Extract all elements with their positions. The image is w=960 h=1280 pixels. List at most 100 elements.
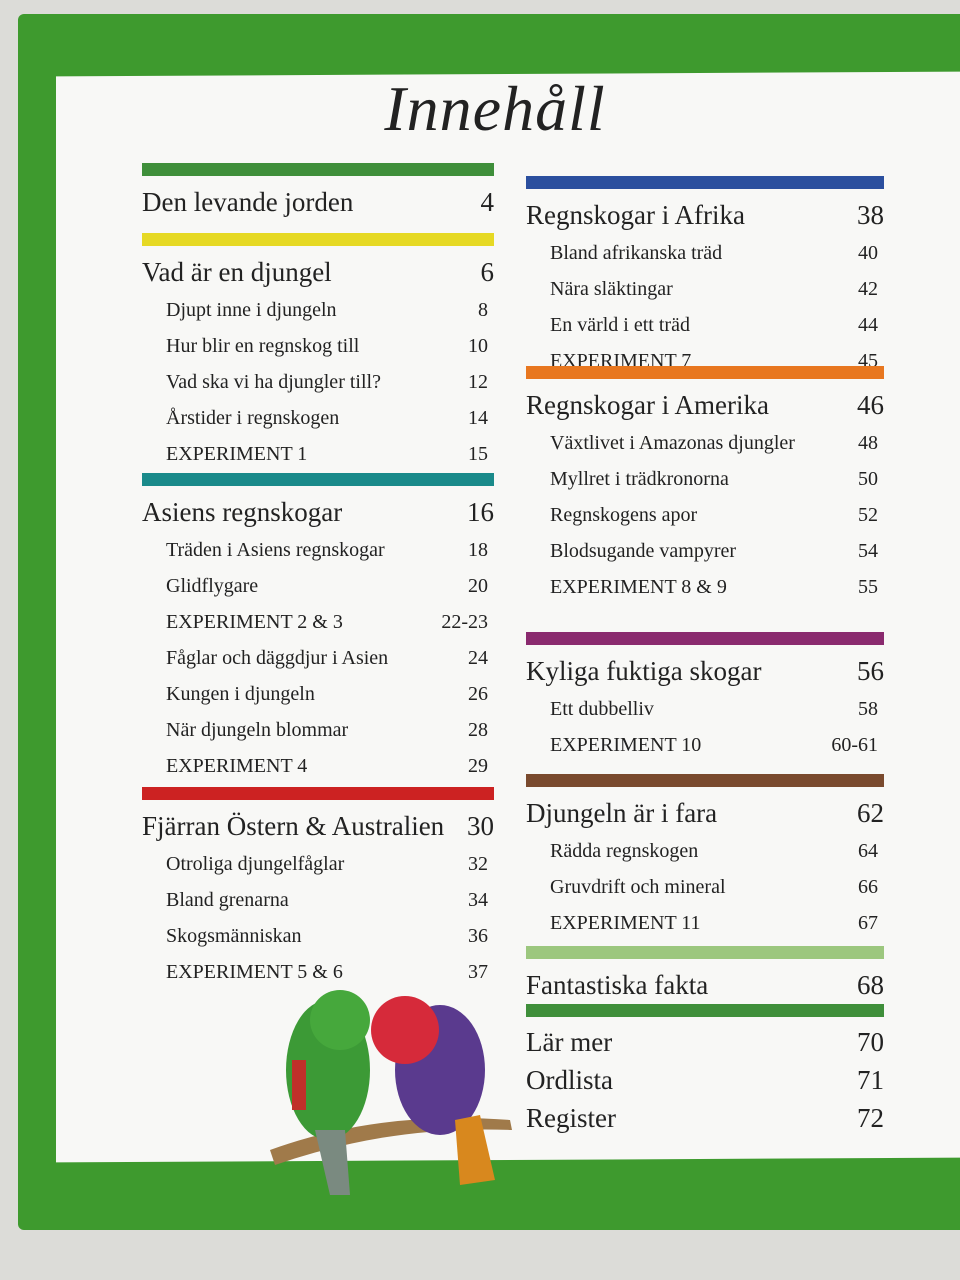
item-page: 71 <box>857 1064 884 1095</box>
toc-entry: Skogsmänniskan 36 <box>142 918 494 954</box>
color-bar <box>526 774 884 787</box>
toc-entry: Kungen i djungeln 26 <box>142 676 494 712</box>
toc-item: Register 72 <box>526 1099 884 1137</box>
color-bar <box>142 473 494 486</box>
section-page: 30 <box>467 810 494 841</box>
section-page: 16 <box>467 496 494 527</box>
entry-title: Glidflygare <box>166 574 259 597</box>
color-bar <box>526 1004 884 1017</box>
entry-page: 14 <box>468 406 488 429</box>
entry-title: Myllret i trädkronorna <box>550 467 729 490</box>
entry-title: Träden i Asiens regnskogar <box>166 538 385 561</box>
toc-entry: EXPERIMENT 5 & 6 37 <box>142 954 494 990</box>
toc-entry: Bland grenarna 34 <box>142 882 494 918</box>
section-heading: Djungeln är i fara 62 <box>526 793 884 833</box>
section-title: Kyliga fuktiga skogar <box>526 655 762 686</box>
item-page: 70 <box>857 1026 884 1057</box>
item-title: Register <box>526 1102 616 1133</box>
entry-title: Ett dubbelliv <box>550 697 654 720</box>
color-bar <box>142 163 494 176</box>
entry-title: EXPERIMENT 1 <box>166 442 308 465</box>
toc-entry: Ett dubbelliv 58 <box>526 691 884 727</box>
toc-section: Kyliga fuktiga skogar 56 Ett dubbelliv 58 EX… <box>526 632 884 763</box>
green-parrot-wing <box>292 1060 306 1110</box>
entry-page: 20 <box>468 574 488 597</box>
section-page: 68 <box>857 969 884 1000</box>
entry-page: 18 <box>468 538 488 561</box>
toc-entry: EXPERIMENT 10 60-61 <box>526 727 884 763</box>
entry-title: Årstider i regnskogen <box>166 406 340 429</box>
entry-page: 42 <box>858 277 878 300</box>
entry-title: Regnskogens apor <box>550 503 698 526</box>
toc-section: Djungeln är i fara 62 Rädda regnskogen 64 Gr… <box>526 774 884 941</box>
section-heading: Regnskogar i Amerika 46 <box>526 385 884 425</box>
toc-entry: Glidflygare 20 <box>142 568 494 604</box>
section-title: Asiens regnskogar <box>142 496 343 527</box>
red-parrot-tail <box>455 1115 495 1185</box>
toc-entry: Regnskogens apor 52 <box>526 497 884 533</box>
entry-title: EXPERIMENT 4 <box>166 754 308 777</box>
color-bar <box>526 632 884 645</box>
entry-page: 22-23 <box>441 610 488 633</box>
color-bar <box>526 366 884 379</box>
section-title: Fantastiska fakta <box>526 969 709 1000</box>
section-title: Djungeln är i fara <box>526 797 718 828</box>
item-page: 72 <box>857 1102 884 1133</box>
entry-title: Vad ska vi ha djungler till? <box>166 370 381 393</box>
entry-page: 60-61 <box>831 733 878 756</box>
section-heading: Den levande jorden 4 <box>142 182 494 222</box>
section-title: Den levande jorden <box>142 186 354 217</box>
item-title: Ordlista <box>526 1064 613 1095</box>
section-page: 6 <box>480 256 495 287</box>
color-bar <box>142 233 494 246</box>
toc-entry: Fåglar och däggdjur i Asien 24 <box>142 640 494 676</box>
toc-entry: Otroliga djungelfåglar 32 <box>142 846 494 882</box>
toc-entry: Hur blir en regnskog till 10 <box>142 328 494 364</box>
toc-entry: När djungeln blommar 28 <box>142 712 494 748</box>
toc-entry: Bland afrikanska träd 40 <box>526 235 884 271</box>
entry-page: 26 <box>468 682 488 705</box>
entry-title: När djungeln blommar <box>166 718 349 741</box>
entry-page: 10 <box>468 334 488 357</box>
entry-title: Rädda regnskogen <box>550 839 699 862</box>
green-parrot-head <box>310 990 370 1050</box>
section-heading: Fjärran Östern & Australien 30 <box>142 806 494 846</box>
entry-title: Nära släktingar <box>550 277 673 300</box>
section-page: 46 <box>857 389 884 420</box>
entry-page: 40 <box>858 241 878 264</box>
entry-title: Otroliga djungelfåglar <box>166 852 345 875</box>
entry-page: 54 <box>858 539 878 562</box>
toc-section: Den levande jorden 4 <box>142 163 494 222</box>
toc-entry: Djupt inne i djungeln 8 <box>142 292 494 328</box>
entry-title: Skogsmänniskan <box>166 924 302 947</box>
section-heading: Regnskogar i Afrika 38 <box>526 195 884 235</box>
entry-page: 32 <box>468 852 488 875</box>
toc-section: Asiens regnskogar 16 Träden i Asiens regns… <box>142 473 494 784</box>
entry-title: Bland grenarna <box>166 888 289 911</box>
entry-page: 8 <box>478 298 488 321</box>
entry-page: 34 <box>468 888 488 911</box>
section-heading: Vad är en djungel 6 <box>142 252 494 292</box>
section-title: Vad är en djungel <box>142 256 332 287</box>
entry-page: 64 <box>858 839 878 862</box>
entry-page: 48 <box>858 431 878 454</box>
section-page: 4 <box>480 186 495 217</box>
entry-page: 50 <box>858 467 878 490</box>
toc-item: Ordlista 71 <box>526 1061 884 1099</box>
entry-title: Blodsugande vampyrer <box>550 539 737 562</box>
entry-page: 29 <box>468 754 488 777</box>
toc-section: Regnskogar i Afrika 38 Bland afrikanska tr… <box>526 176 884 379</box>
entry-page: 44 <box>858 313 878 336</box>
section-page: 56 <box>857 655 884 686</box>
entry-page: 58 <box>858 697 878 720</box>
toc-entry: Årstider i regnskogen 14 <box>142 400 494 436</box>
entry-title: EXPERIMENT 8 & 9 <box>550 575 727 598</box>
section-title: Fjärran Östern & Australien <box>142 810 445 841</box>
entry-page: 55 <box>858 575 878 598</box>
toc-entry: EXPERIMENT 11 67 <box>526 905 884 941</box>
toc-section: Vad är en djungel 6 Djupt inne i djungeln 8… <box>142 233 494 472</box>
toc-section: Lär mer 70 Ordlista 71 Register 72 <box>526 1004 884 1137</box>
toc-section: Fantastiska fakta 68 <box>526 946 884 1005</box>
entry-title: Växtlivet i Amazonas djungler <box>550 431 795 454</box>
